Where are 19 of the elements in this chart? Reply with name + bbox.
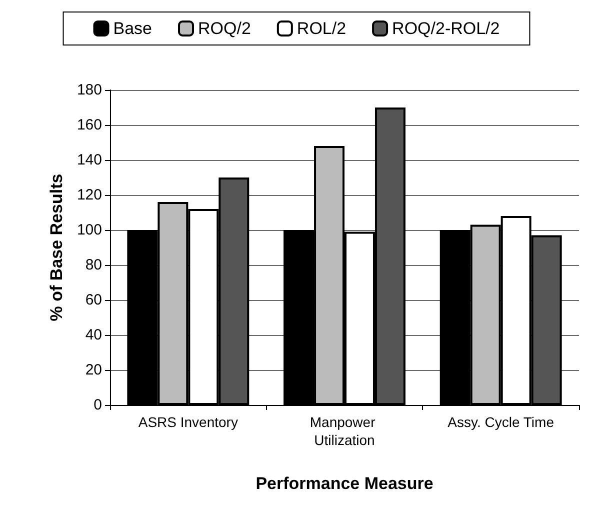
legend-label: Base xyxy=(113,19,152,38)
y-tick-label: 160 xyxy=(76,116,102,134)
y-tick-label: 120 xyxy=(76,186,102,204)
x-tick-label: ASRS Inventory xyxy=(138,414,238,430)
legend-label: ROQ/2-ROL/2 xyxy=(392,19,500,38)
y-tick-label: 140 xyxy=(76,152,102,168)
x-tick-label: Assy. Cycle Time xyxy=(448,414,554,430)
legend-label: ROQ/2 xyxy=(198,19,251,38)
legend-label: ROL/2 xyxy=(296,19,346,38)
x-tick-label: Manpower Utilization xyxy=(310,414,380,448)
y-tick-label: 0 xyxy=(94,396,102,414)
x-axis-title: Performance Measure xyxy=(256,474,434,493)
y-axis-title: % of Base Results xyxy=(47,174,66,322)
y-tick-label: 180 xyxy=(76,82,102,98)
y-tick-label: 100 xyxy=(76,222,102,238)
y-tick-label: 20 xyxy=(85,362,102,378)
y-tick-label: 40 xyxy=(85,326,102,344)
y-tick-label: 60 xyxy=(85,292,102,308)
y-tick-label: 80 xyxy=(85,256,102,274)
